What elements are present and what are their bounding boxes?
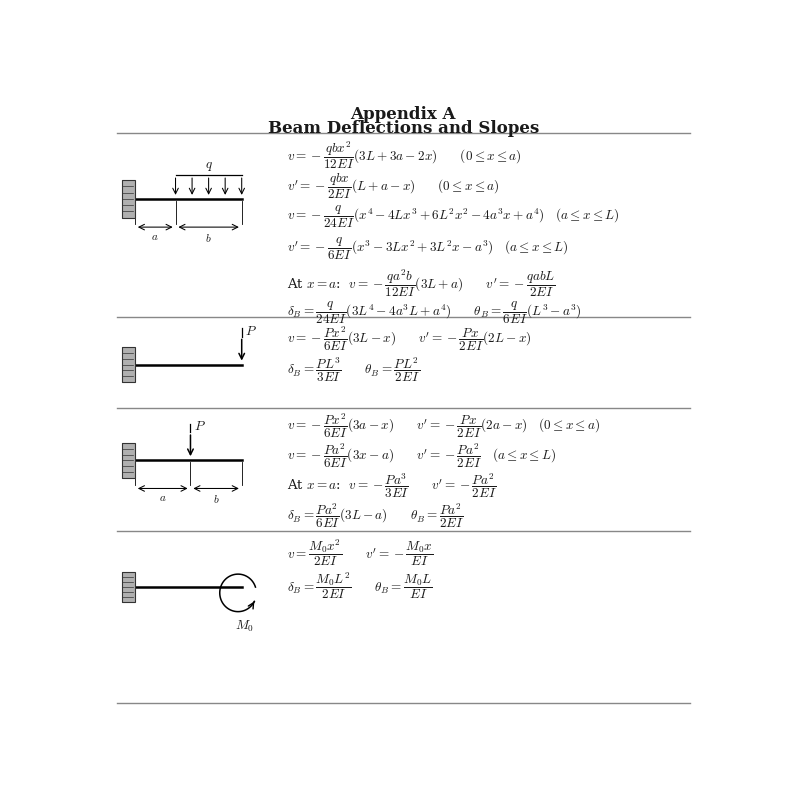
FancyBboxPatch shape xyxy=(121,444,135,478)
Text: $M_0$: $M_0$ xyxy=(235,619,253,633)
Text: $v = -\dfrac{Pa^2}{6EI}(3x - a)$$\qquad v' = -\dfrac{Pa^2}{2EI}$$\quad (a \leq x: $v = -\dfrac{Pa^2}{6EI}(3x - a)$$\qquad … xyxy=(287,441,556,470)
Text: $\delta_B = \dfrac{M_0 L^2}{2EI}$$\qquad \theta_B = \dfrac{M_0 L}{EI}$: $\delta_B = \dfrac{M_0 L^2}{2EI}$$\qquad… xyxy=(287,569,433,600)
Text: $P$: $P$ xyxy=(246,324,257,337)
Text: $b$: $b$ xyxy=(212,492,220,504)
Text: $v = -\dfrac{q}{24EI}(x^4 - 4Lx^3 + 6L^2x^2 - 4a^3x + a^4)$$\quad (a \leq x \leq: $v = -\dfrac{q}{24EI}(x^4 - 4Lx^3 + 6L^2… xyxy=(287,204,620,230)
Text: Appendix A: Appendix A xyxy=(350,105,456,122)
Text: $v = -\dfrac{Px^2}{6EI}(3L - x)$$\qquad v' = -\dfrac{Px}{2EI}(2L - x)$: $v = -\dfrac{Px^2}{6EI}(3L - x)$$\qquad … xyxy=(287,324,532,353)
Text: $q$: $q$ xyxy=(205,160,212,173)
Text: $\delta_B = \dfrac{PL^3}{3EI}$$\qquad \theta_B = \dfrac{PL^2}{2EI}$: $\delta_B = \dfrac{PL^3}{3EI}$$\qquad \t… xyxy=(287,355,420,384)
Text: $v = -\dfrac{Px^2}{6EI}(3a - x)$$\qquad v' = -\dfrac{Px}{2EI}(2a - x)$$\quad (0 : $v = -\dfrac{Px^2}{6EI}(3a - x)$$\qquad … xyxy=(287,411,600,440)
Text: At $x = a$:  $v = -\dfrac{qa^2b}{12EI}(3L + a)$$\qquad v' = -\dfrac{qabL}{2EI}$: At $x = a$: $v = -\dfrac{qa^2b}{12EI}(3L… xyxy=(287,267,556,298)
Text: $P$: $P$ xyxy=(194,420,206,433)
Text: $v' = -\dfrac{qbx}{2EI}(L + a - x)$$\qquad (0 \leq x \leq a)$: $v' = -\dfrac{qbx}{2EI}(L + a - x)$$\qqu… xyxy=(287,172,501,200)
Text: $v = -\dfrac{qbx^2}{12EI}(3L + 3a - 2x)$$\qquad (0 \leq x \leq a)$: $v = -\dfrac{qbx^2}{12EI}(3L + 3a - 2x)$… xyxy=(287,139,523,171)
Text: Beam Deflections and Slopes: Beam Deflections and Slopes xyxy=(268,120,539,137)
FancyBboxPatch shape xyxy=(121,181,135,218)
FancyBboxPatch shape xyxy=(121,573,135,603)
Text: $a$: $a$ xyxy=(151,232,159,242)
FancyBboxPatch shape xyxy=(121,348,135,383)
Text: $\delta_B = \dfrac{q}{24EI}(3L^4 - 4a^3L + a^4)$$\qquad \theta_B = \dfrac{q}{6EI: $\delta_B = \dfrac{q}{24EI}(3L^4 - 4a^3L… xyxy=(287,299,582,325)
Text: $b$: $b$ xyxy=(205,232,212,243)
Text: $v = \dfrac{M_0 x^2}{2EI}$$\qquad v' = -\dfrac{M_0 x}{EI}$: $v = \dfrac{M_0 x^2}{2EI}$$\qquad v' = -… xyxy=(287,537,434,568)
Text: $\delta_B = \dfrac{Pa^2}{6EI}(3L - a)$$\qquad \theta_B = \dfrac{Pa^2}{2EI}$: $\delta_B = \dfrac{Pa^2}{6EI}(3L - a)$$\… xyxy=(287,501,464,530)
Text: $v' = -\dfrac{q}{6EI}(x^3 - 3Lx^2 + 3L^2x - a^3)$$\quad (a \leq x \leq L)$: $v' = -\dfrac{q}{6EI}(x^3 - 3Lx^2 + 3L^2… xyxy=(287,235,569,261)
Text: $a$: $a$ xyxy=(159,492,167,503)
Text: At $x = a$:  $v = -\dfrac{Pa^3}{3EI}$$\qquad v' = -\dfrac{Pa^2}{2EI}$: At $x = a$: $v = -\dfrac{Pa^3}{3EI}$$\qq… xyxy=(287,471,497,500)
